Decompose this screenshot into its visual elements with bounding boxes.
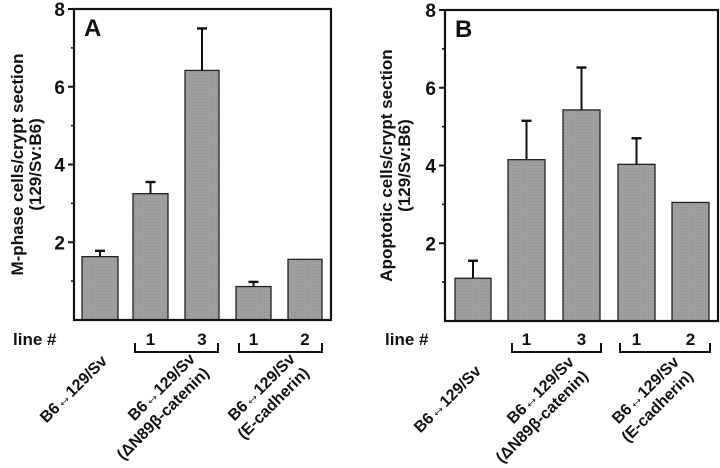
line-number-label: line # <box>13 330 57 349</box>
y-tick-label: 8 <box>54 0 65 21</box>
y-axis-label: (129/Sv:B6) <box>26 118 45 211</box>
bar <box>562 109 601 322</box>
group-bracket <box>619 343 711 353</box>
category-label: B6↔129/Sv <box>37 353 111 427</box>
y-tick-label: 2 <box>54 233 65 254</box>
line-number: 2 <box>686 330 695 349</box>
y-tick-label: 6 <box>54 78 65 99</box>
y-axis-label: (129/Sv:B6) <box>395 119 414 212</box>
group-bracket <box>511 343 602 353</box>
y-axis-label: Apoptotic cells/crypt section <box>377 49 396 281</box>
bar <box>81 255 119 321</box>
line-number: 1 <box>522 330 531 349</box>
bar <box>507 159 546 322</box>
line-number: 3 <box>197 330 206 349</box>
panel-letter: B <box>455 16 472 43</box>
line-number: 1 <box>632 330 641 349</box>
category-label: B6↔129/Sv <box>411 363 485 437</box>
bar <box>184 69 220 321</box>
y-tick-label: 6 <box>425 79 436 100</box>
y-tick-label: 4 <box>54 156 65 177</box>
group-bracket <box>134 343 219 353</box>
bar <box>132 193 169 321</box>
line-number: 1 <box>249 330 258 349</box>
bar <box>454 277 492 322</box>
line-number-label: line # <box>385 330 429 349</box>
group-bracket <box>238 343 323 353</box>
line-number: 2 <box>300 330 309 349</box>
y-axis-label: M-phase cells/crypt section <box>8 53 27 275</box>
line-number: 1 <box>146 330 155 349</box>
bar <box>235 285 272 321</box>
bar <box>671 201 710 322</box>
bar <box>617 163 656 322</box>
panel-b: 2 4 6 8 Apoptotic cells/crypt section (129/Sv… <box>377 1 720 467</box>
y-tick-label: 4 <box>425 157 436 178</box>
y-tick-label: 8 <box>425 1 436 22</box>
y-tick-label: 2 <box>425 234 436 255</box>
panel-a: 2 4 6 8 M-phase cells/crypt section (129/Sv:B… <box>8 0 333 464</box>
bar <box>287 258 323 321</box>
line-number: 3 <box>577 330 586 349</box>
panel-letter: A <box>84 15 101 42</box>
